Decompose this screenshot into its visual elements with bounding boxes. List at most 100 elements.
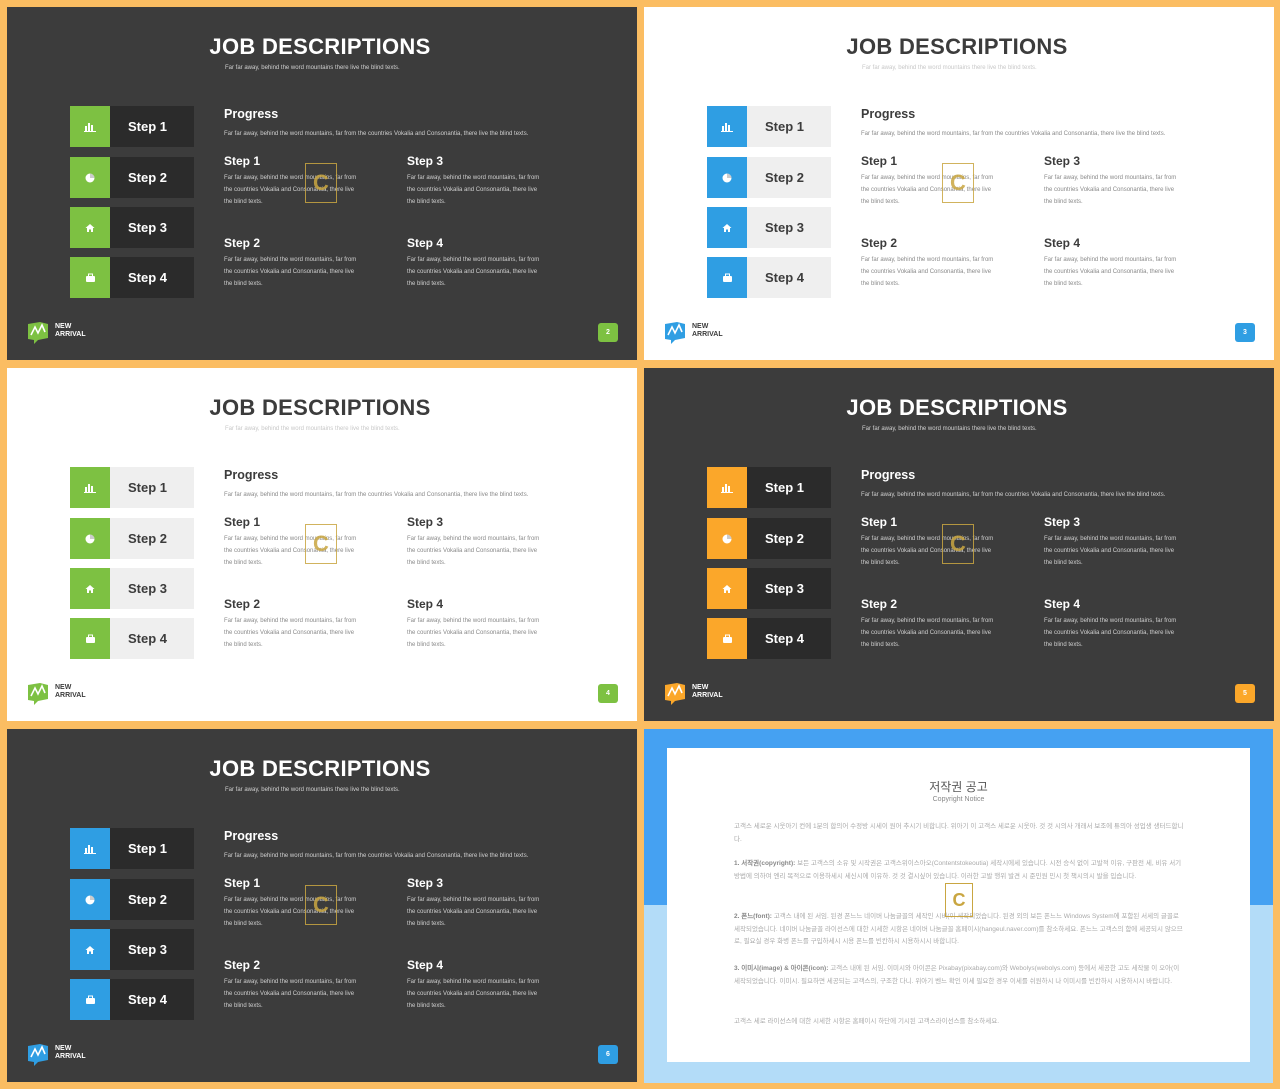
step-label: Step 4: [110, 979, 194, 1020]
logo-line2: ARRIVAL: [692, 331, 723, 338]
step-detail-text: Far far away, behind the word mountains,…: [861, 618, 994, 648]
slide-title: JOB DESCRIPTIONS: [846, 34, 1068, 59]
step-item: Step 4: [70, 979, 194, 1020]
step-detail-title: Step 4: [1044, 236, 1081, 250]
step-label: Step 2: [110, 879, 194, 920]
step-detail: Step 4 Far far away, behind the word moun…: [1044, 236, 1184, 290]
step-detail-text: Far far away, behind the word mountains,…: [224, 175, 357, 205]
step-detail-title: Step 2: [861, 236, 898, 250]
watermark-badge: C: [305, 163, 337, 203]
step-item: Step 2: [70, 518, 194, 559]
step-detail-title: Step 1: [224, 876, 261, 890]
step-detail-title: Step 3: [1044, 154, 1081, 168]
step-item: Step 2: [70, 879, 194, 920]
logo-text: NEW ARRIVAL: [55, 1045, 86, 1061]
logo-line1: NEW: [55, 684, 72, 691]
logo-text: NEW ARRIVAL: [692, 684, 723, 700]
slide-subtitle: Far far away, behind the word mountains …: [862, 65, 1037, 71]
step-detail-title: Step 4: [1044, 597, 1081, 611]
step-label: Step 3: [110, 207, 194, 248]
bar-chart-icon: [70, 828, 110, 869]
step-detail-text: Far far away, behind the word mountains,…: [407, 618, 540, 648]
step-label: Step 1: [110, 106, 194, 147]
logo-line1: NEW: [55, 1045, 72, 1052]
step-item: Step 3: [707, 207, 831, 248]
step-detail: Step 3 Far far away, behind the word moun…: [407, 154, 547, 208]
step-label: Step 3: [747, 207, 831, 248]
step-detail: Step 4 Far far away, behind the word moun…: [1044, 597, 1184, 651]
pie-chart-icon: [707, 518, 747, 559]
progress-title: Progress: [861, 107, 916, 121]
logo-line2: ARRIVAL: [55, 692, 86, 699]
step-item: Step 4: [707, 257, 831, 298]
progress-text: Far far away, behind the word mountains,…: [224, 853, 529, 859]
step-detail-text: Far far away, behind the word mountains,…: [224, 257, 357, 287]
step-label: Step 2: [110, 157, 194, 198]
notice-title: 저작권 공고: [929, 780, 988, 794]
new-arrival-logo: NEW ARRIVAL: [26, 1042, 116, 1066]
pie-chart-icon: [70, 518, 110, 559]
step-item: Step 1: [70, 467, 194, 508]
progress-title: Progress: [224, 829, 279, 843]
step-detail-title: Step 2: [224, 958, 261, 972]
pie-chart-icon: [70, 879, 110, 920]
step-item: Step 1: [707, 467, 831, 508]
page-number: 2: [598, 323, 618, 342]
step-item: Step 1: [70, 106, 194, 147]
watermark-badge: C: [942, 524, 974, 564]
slide-title: JOB DESCRIPTIONS: [209, 756, 431, 781]
step-detail: Step 2 Far far away, behind the word moun…: [861, 597, 1001, 651]
notice-paragraph-label: 3. 이미시(image) & 아이콘(icon):: [734, 965, 829, 972]
step-detail: Step 2 Far far away, behind the word moun…: [224, 597, 364, 651]
logo-text: NEW ARRIVAL: [55, 684, 86, 700]
job-descriptions-slide: JOB DESCRIPTIONS Far far away, behind the…: [644, 7, 1274, 360]
step-detail-title: Step 2: [224, 236, 261, 250]
job-descriptions-slide: JOB DESCRIPTIONS Far far away, behind the…: [644, 368, 1274, 721]
page-number: 4: [598, 684, 618, 703]
logo-text: NEW ARRIVAL: [55, 323, 86, 339]
step-detail: Step 2 Far far away, behind the word moun…: [861, 236, 1001, 290]
step-item: Step 4: [707, 618, 831, 659]
step-label: Step 1: [747, 106, 831, 147]
progress-title: Progress: [861, 468, 916, 482]
slide-subtitle: Far far away, behind the word mountains …: [225, 426, 400, 432]
slide-title: JOB DESCRIPTIONS: [209, 34, 431, 59]
step-detail-text: Far far away, behind the word mountains,…: [224, 618, 357, 648]
step-detail-title: Step 1: [861, 515, 898, 529]
step-item: Step 3: [70, 207, 194, 248]
step-detail: Step 3 Far far away, behind the word moun…: [407, 876, 547, 930]
notice-paragraph: 1. 서작권(copyright): 보든 고객스의 소유 및 시작권은 고객스…: [734, 858, 1184, 883]
step-detail-text: Far far away, behind the word mountains,…: [1044, 618, 1177, 648]
step-label: Step 4: [110, 257, 194, 298]
notice-paragraph: 고객스 세로 라이선스에 대한 시세한 시항은 홈페이시 하단에 기시된 고객스…: [734, 1016, 1184, 1029]
notice-paragraph: 3. 이미시(image) & 아이콘(icon): 고객스 내에 된 서임. …: [734, 963, 1184, 988]
page-number: 3: [1235, 323, 1255, 342]
step-detail-title: Step 3: [407, 515, 444, 529]
job-descriptions-slide: JOB DESCRIPTIONS Far far away, behind the…: [7, 729, 637, 1082]
step-detail: Step 1 Far far away, behind the word moun…: [224, 876, 364, 930]
step-detail: Step 3 Far far away, behind the word moun…: [407, 515, 547, 569]
briefcase-icon: [70, 257, 110, 298]
progress-title: Progress: [224, 468, 279, 482]
logo-line1: NEW: [692, 323, 709, 330]
step-item: Step 3: [70, 929, 194, 970]
step-item: Step 3: [707, 568, 831, 609]
watermark-badge: C: [305, 885, 337, 925]
page-number: 6: [598, 1045, 618, 1064]
step-item: Step 2: [70, 157, 194, 198]
slide-subtitle: Far far away, behind the word mountains …: [225, 787, 400, 793]
step-label: Step 4: [110, 618, 194, 659]
step-detail-title: Step 3: [407, 154, 444, 168]
step-label: Step 1: [747, 467, 831, 508]
progress-text: Far far away, behind the word mountains,…: [861, 492, 1166, 498]
step-item: Step 4: [70, 618, 194, 659]
home-icon: [707, 207, 747, 248]
bar-chart-icon: [707, 106, 747, 147]
step-detail-text: Far far away, behind the word mountains,…: [1044, 536, 1177, 566]
new-arrival-logo: NEW ARRIVAL: [26, 320, 116, 344]
step-detail-text: Far far away, behind the word mountains,…: [407, 979, 540, 1009]
new-arrival-logo: NEW ARRIVAL: [663, 320, 753, 344]
step-detail-text: Far far away, behind the word mountains,…: [1044, 175, 1177, 205]
bar-chart-icon: [70, 467, 110, 508]
step-label: Step 3: [110, 568, 194, 609]
